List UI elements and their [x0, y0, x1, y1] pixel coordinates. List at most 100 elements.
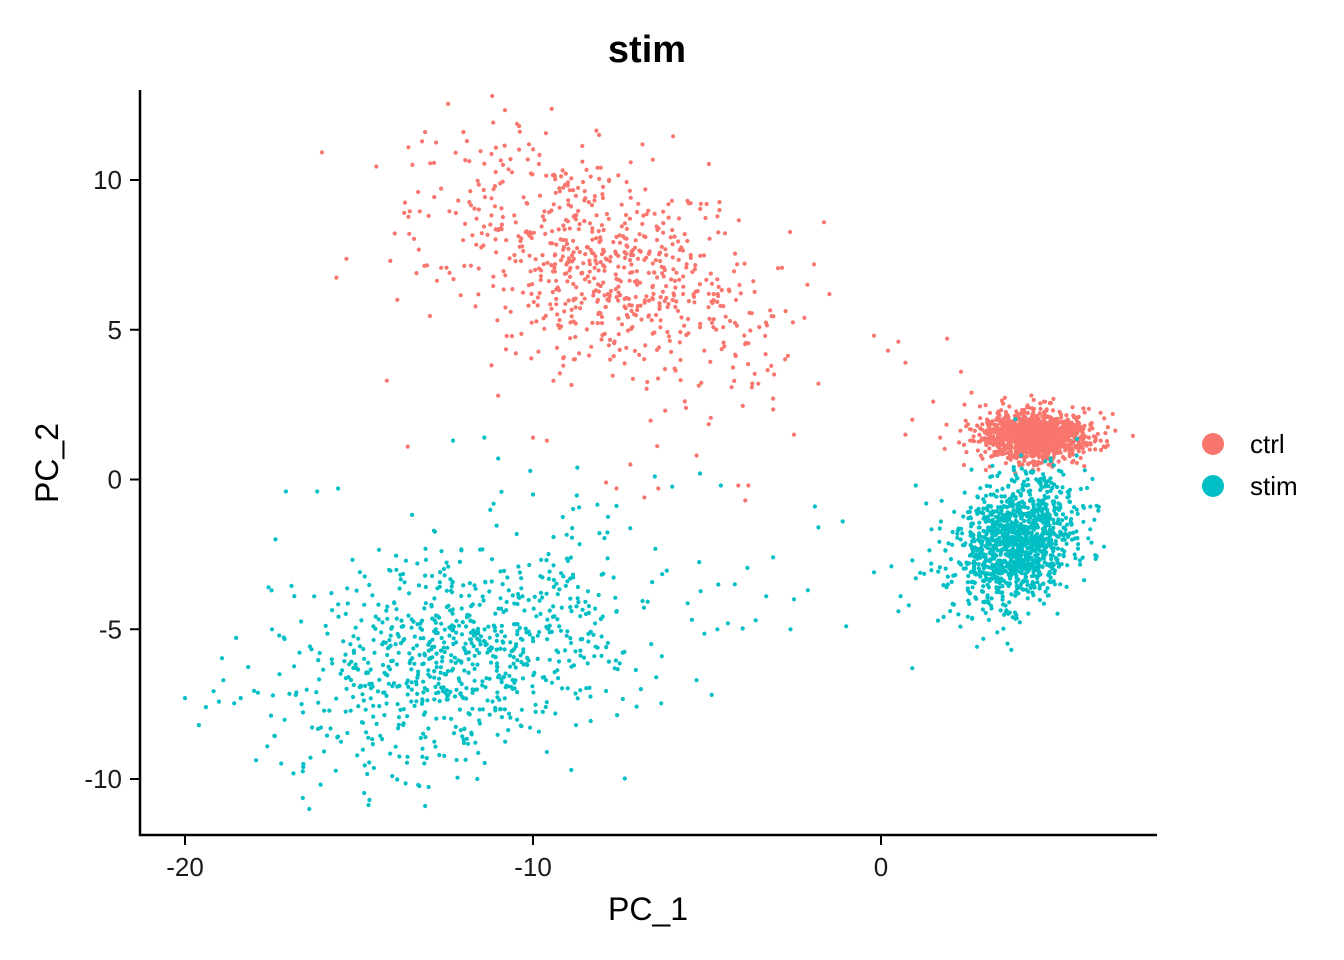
point-ctrl	[1031, 415, 1036, 420]
point-stim	[605, 640, 611, 646]
point-stim	[577, 505, 582, 510]
point-stim	[1065, 522, 1070, 527]
point-ctrl	[977, 404, 983, 409]
point-stim	[442, 753, 447, 759]
point-stim	[936, 569, 941, 574]
point-ctrl	[1037, 419, 1042, 424]
point-ctrl	[652, 330, 657, 335]
point-ctrl	[603, 304, 608, 310]
point-ctrl	[512, 213, 517, 218]
point-stim	[448, 577, 453, 582]
point-ctrl	[642, 257, 647, 262]
point-stim	[450, 611, 455, 616]
point-stim	[999, 509, 1004, 514]
point-stim	[373, 614, 378, 619]
point-stim	[312, 594, 317, 599]
point-stim	[501, 640, 506, 645]
point-stim	[430, 573, 435, 579]
point-stim	[1023, 571, 1028, 577]
point-ctrl	[980, 422, 985, 427]
point-stim	[889, 564, 894, 569]
point-stim	[451, 731, 457, 736]
point-stim	[277, 672, 282, 677]
point-stim	[871, 570, 877, 575]
point-ctrl	[1022, 414, 1028, 419]
point-stim	[356, 667, 361, 672]
point-ctrl	[590, 320, 595, 325]
point-stim	[488, 660, 494, 665]
point-stim	[409, 680, 414, 685]
point-stim	[791, 597, 797, 602]
point-stim	[547, 623, 552, 628]
point-stim	[362, 790, 367, 796]
point-stim	[1036, 565, 1041, 571]
point-stim	[555, 617, 560, 622]
point-stim	[1048, 476, 1053, 481]
point-stim	[463, 624, 469, 629]
point-stim	[492, 628, 498, 633]
point-stim	[1017, 620, 1022, 625]
point-ctrl	[672, 234, 677, 239]
point-stim	[502, 634, 508, 639]
point-stim	[653, 546, 658, 551]
point-ctrl	[554, 242, 559, 247]
point-stim	[1024, 471, 1029, 476]
point-stim	[518, 636, 524, 641]
point-stim	[452, 694, 458, 699]
point-stim	[538, 590, 544, 595]
point-stim	[649, 642, 654, 647]
point-stim	[550, 614, 556, 620]
point-stim	[430, 616, 435, 621]
point-stim	[423, 557, 429, 563]
point-stim	[441, 645, 446, 650]
point-ctrl	[1007, 441, 1012, 446]
point-stim	[394, 616, 399, 621]
point-stim	[439, 635, 444, 641]
point-stim	[948, 609, 953, 614]
point-ctrl	[540, 253, 545, 258]
point-stim	[366, 802, 371, 808]
point-stim	[412, 661, 417, 666]
chart-title: stim	[608, 29, 686, 71]
point-stim	[504, 599, 509, 605]
point-ctrl	[660, 271, 665, 276]
point-stim	[480, 707, 485, 712]
point-ctrl	[619, 322, 625, 327]
point-ctrl	[513, 220, 518, 225]
point-ctrl	[543, 131, 549, 136]
point-ctrl	[693, 263, 698, 268]
point-ctrl	[711, 292, 716, 297]
point-stim	[490, 645, 495, 651]
point-ctrl	[1049, 421, 1054, 426]
point-ctrl	[529, 235, 534, 241]
point-stim	[1081, 505, 1086, 510]
point-stim	[1069, 522, 1074, 527]
point-stim	[1007, 504, 1012, 509]
point-ctrl	[665, 304, 670, 310]
point-stim	[1025, 546, 1030, 551]
point-stim	[234, 635, 239, 641]
point-stim	[329, 591, 334, 596]
point-ctrl	[576, 227, 582, 232]
point-ctrl	[1098, 438, 1103, 443]
point-stim	[409, 687, 414, 692]
point-stim	[1000, 578, 1005, 583]
point-ctrl	[599, 252, 605, 257]
point-stim	[476, 750, 481, 756]
point-ctrl	[629, 308, 634, 313]
point-stim	[1009, 500, 1014, 505]
point-stim	[266, 585, 271, 590]
point-stim	[340, 668, 345, 673]
point-ctrl	[987, 410, 993, 415]
point-stim	[1027, 510, 1032, 516]
point-stim	[913, 483, 918, 488]
point-ctrl	[557, 318, 562, 323]
point-stim	[434, 716, 439, 721]
point-stim	[414, 643, 419, 648]
point-ctrl	[568, 320, 573, 325]
point-stim	[999, 547, 1004, 553]
point-stim	[573, 723, 579, 728]
point-ctrl	[607, 337, 613, 342]
point-stim	[499, 606, 504, 611]
point-stim	[1010, 566, 1015, 571]
